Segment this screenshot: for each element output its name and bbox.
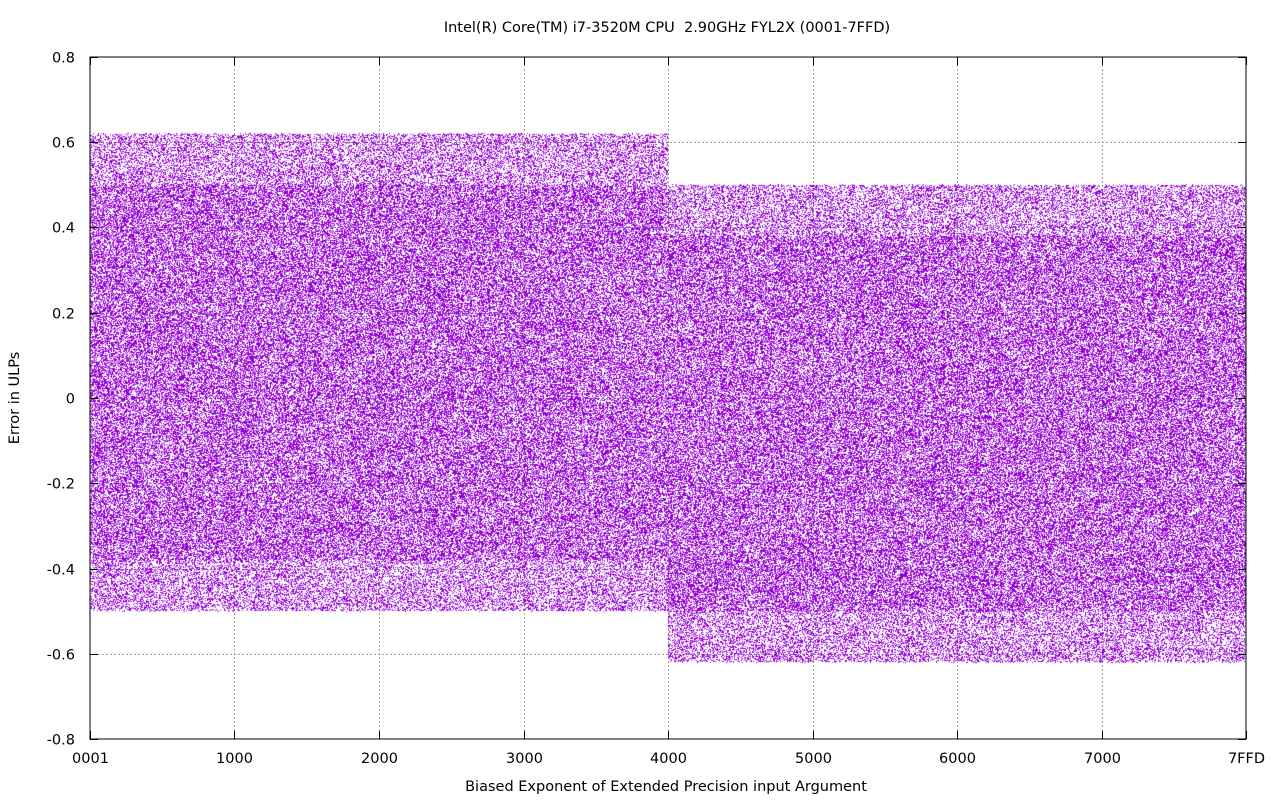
x-tick-label: 0001 (72, 751, 109, 767)
y-tick-label: -0.4 (47, 563, 75, 579)
x-tick-label: 1000 (216, 751, 253, 767)
y-tick-label: 0.6 (52, 136, 75, 152)
y-tick-label: 0.4 (52, 221, 75, 237)
y-tick-label: -0.8 (47, 733, 75, 749)
x-tick-label: 3000 (506, 751, 543, 767)
y-tick-label: -0.2 (47, 477, 75, 493)
chart-title: Intel(R) Core(TM) i7-3520M CPU 2.90GHz F… (444, 20, 890, 36)
x-tick-label: 7FFD (1228, 751, 1265, 767)
y-tick-label: -0.6 (47, 648, 75, 664)
y-tick-label: 0 (66, 392, 75, 408)
x-tick-label: 5000 (795, 751, 832, 767)
x-tick-label: 7000 (1084, 751, 1121, 767)
y-tick-label: 0.8 (52, 51, 75, 67)
x-axis-label: Biased Exponent of Extended Precision in… (465, 779, 867, 795)
y-tick-label: 0.2 (52, 307, 75, 323)
x-tick-label: 2000 (361, 751, 398, 767)
x-tick-label: 6000 (939, 751, 976, 767)
y-axis-label: Error in ULPs (7, 352, 23, 445)
axis-ticks: 0.8 0.6 0.4 0.2 0 -0.2 -0.4 -0.6 -0.8 0001 1000 200… (47, 51, 1265, 768)
x-tick-label: 4000 (650, 751, 687, 767)
